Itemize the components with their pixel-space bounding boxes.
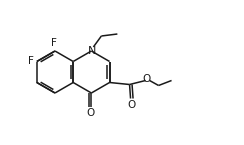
Text: O: O xyxy=(127,100,136,110)
Text: F: F xyxy=(51,38,57,48)
Text: N: N xyxy=(88,46,97,56)
Text: O: O xyxy=(142,75,151,85)
Text: F: F xyxy=(28,57,34,67)
Text: O: O xyxy=(86,108,94,118)
